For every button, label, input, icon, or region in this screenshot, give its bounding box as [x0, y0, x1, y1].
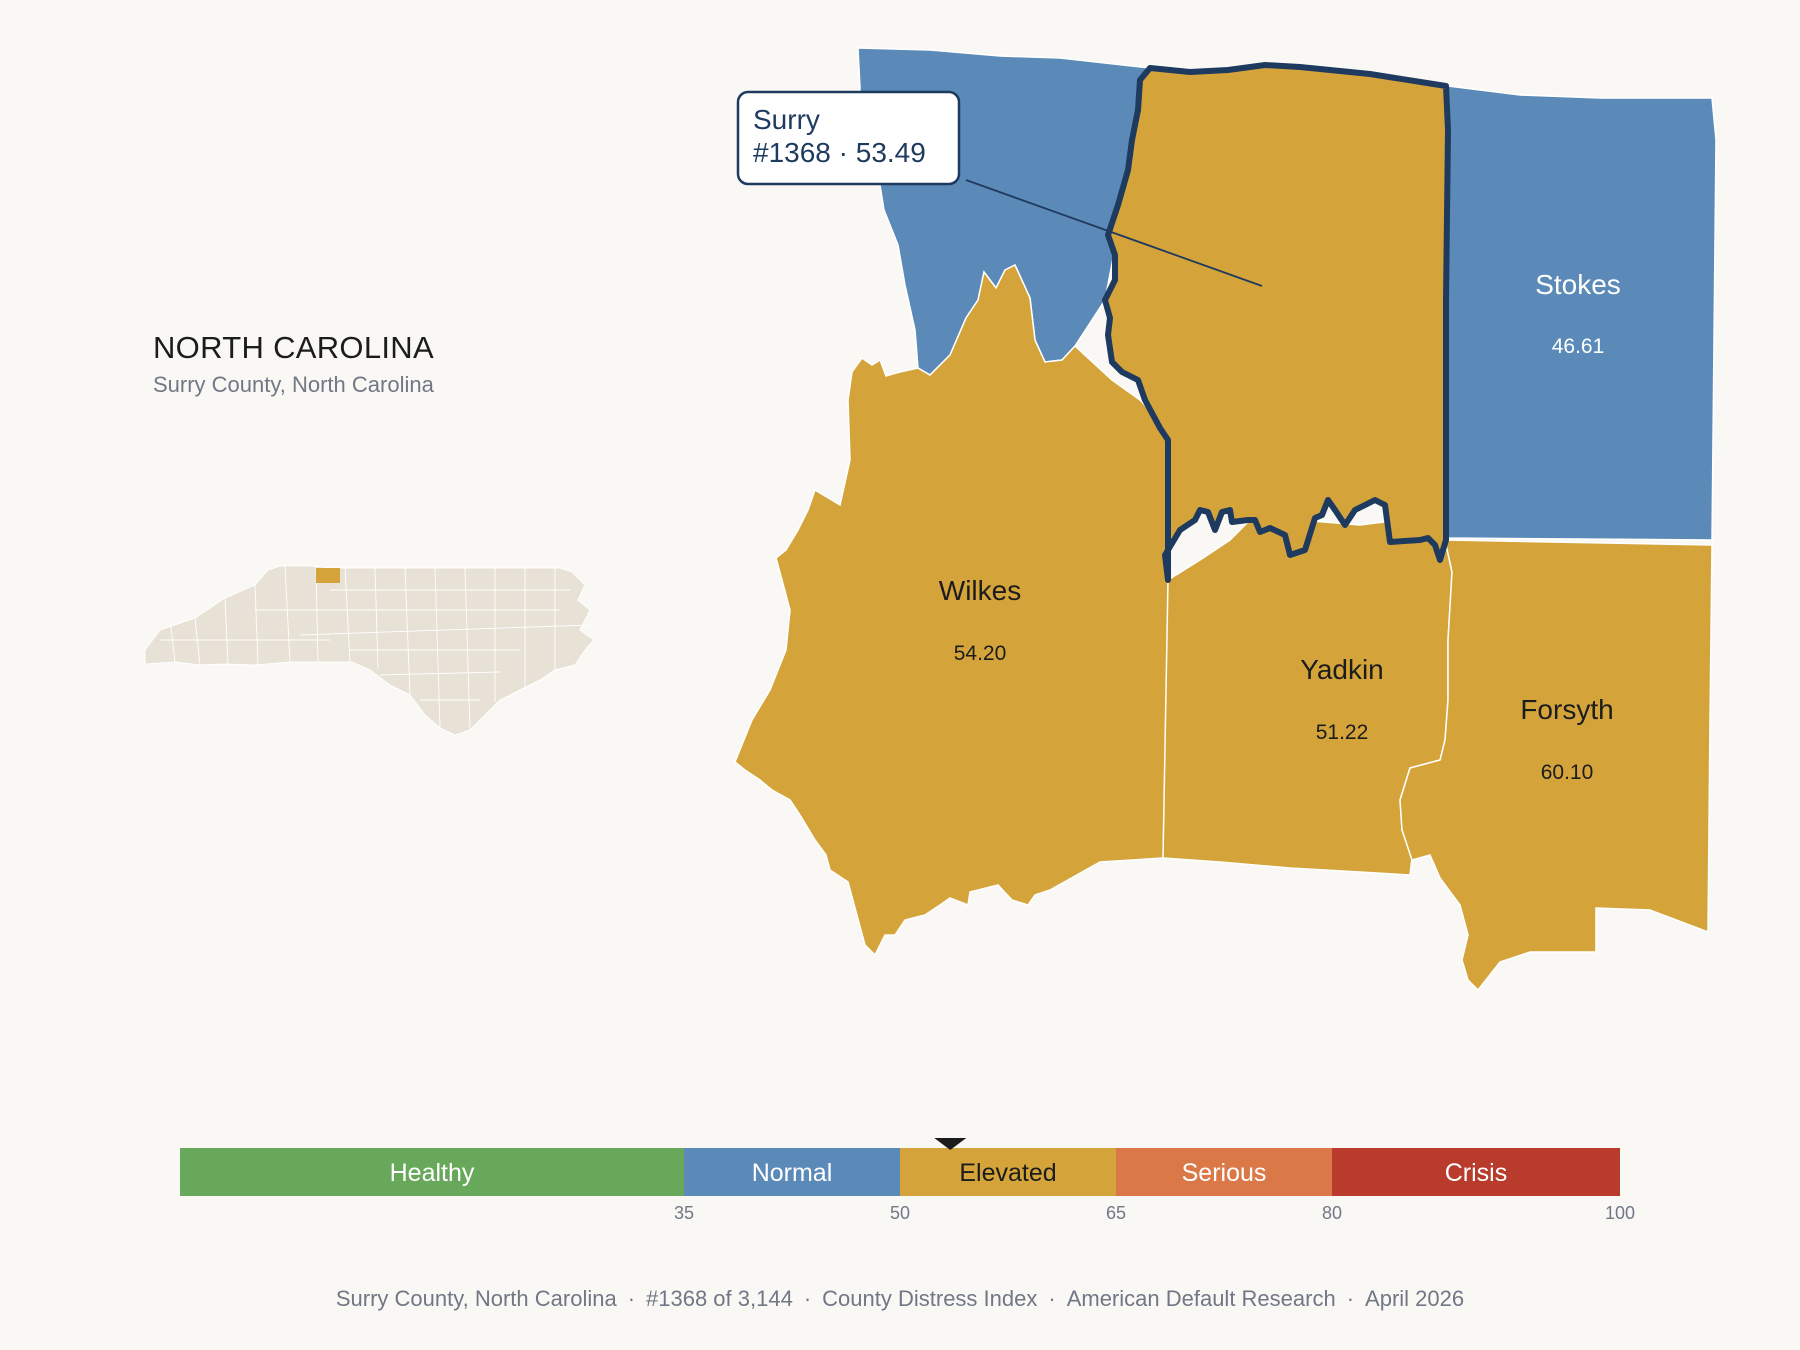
- county-label-forsyth: Forsyth: [1520, 694, 1613, 725]
- county-value-yadkin: 51.22: [1316, 721, 1369, 744]
- scale-tick-100: 100: [1605, 1203, 1635, 1223]
- scale-segment-crisis: [1332, 1148, 1620, 1196]
- callout-box: Surry #1368 · 53.49: [736, 90, 961, 186]
- scale-segment-healthy: [180, 1148, 684, 1196]
- county-value-wilkes: 54.20: [954, 642, 1007, 665]
- county-stokes[interactable]: [1439, 85, 1717, 541]
- scale-tick-80: 80: [1322, 1203, 1342, 1223]
- footer-item: Surry County, North Carolina: [335, 1286, 617, 1311]
- scale-label-normal: Normal: [752, 1159, 833, 1187]
- scale-tick-35: 35: [674, 1203, 694, 1223]
- county-wilkes[interactable]: [734, 263, 1171, 957]
- county-value-forsyth: 60.10: [1541, 761, 1594, 784]
- scale-label-crisis: Crisis: [1445, 1159, 1508, 1187]
- scale-segment-normal: [684, 1148, 900, 1196]
- state-inset-map: [144, 565, 595, 736]
- callout-rank-score: #1368 · 53.49: [753, 137, 926, 168]
- callout-leader-line: [965, 179, 1263, 287]
- county-forsyth[interactable]: [1399, 539, 1713, 992]
- footer-separator: ·: [627, 1286, 636, 1311]
- footer-separator: ·: [1048, 1286, 1056, 1311]
- scale-label-elevated: Elevated: [959, 1159, 1056, 1187]
- state-inset-highlight-surry: [316, 568, 340, 583]
- scale-segment-serious: [1116, 1148, 1332, 1196]
- footer-item: #1368 of 3,144: [646, 1286, 793, 1311]
- scale-segment-elevated: [900, 1148, 1116, 1196]
- footer-item: American Default Research: [1066, 1286, 1336, 1311]
- footer-separator: ·: [1346, 1286, 1355, 1311]
- county-label-wilkes: Wilkes: [939, 575, 1021, 606]
- county-value-stokes: 46.61: [1552, 335, 1605, 358]
- scale-label-healthy: Healthy: [390, 1159, 475, 1187]
- footer: Surry County, North Carolina · #1368 of 3,…: [0, 1286, 1800, 1312]
- county-label-yadkin: Yadkin: [1300, 654, 1384, 685]
- footer-separator: ·: [803, 1286, 812, 1311]
- state-subtitle: Surry County, North Carolina: [153, 372, 434, 397]
- state-title: NORTH CAROLINA: [153, 330, 434, 365]
- state-inset-county-lines: [160, 565, 591, 731]
- footer-item: County Distress Index: [822, 1286, 1038, 1311]
- footer-item: April 2026: [1365, 1286, 1465, 1311]
- scale-marker: [934, 1138, 967, 1150]
- scale-tick-65: 65: [1106, 1203, 1126, 1223]
- callout-county-name: Surry: [753, 104, 820, 135]
- distress-scale-legend: Healthy Normal Elevated Serious Crisis 35 50 65…: [180, 1148, 1635, 1223]
- scale-tick-50: 50: [890, 1203, 910, 1223]
- county-label-stokes: Stokes: [1535, 269, 1621, 300]
- scale-label-serious: Serious: [1182, 1159, 1267, 1187]
- state-inset-shape: [144, 565, 595, 736]
- county-surry[interactable]: [1102, 62, 1451, 583]
